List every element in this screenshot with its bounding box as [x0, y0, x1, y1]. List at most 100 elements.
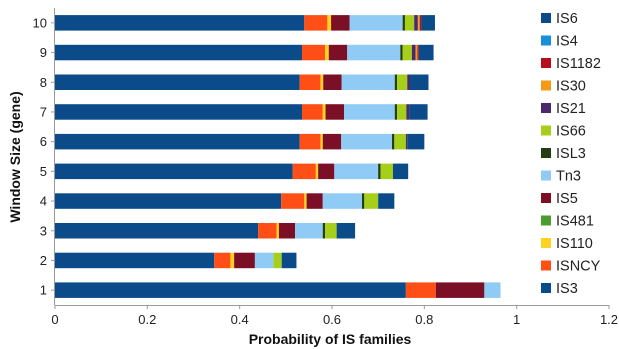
bar-segment-is3-window-8 — [55, 74, 300, 90]
legend-swatch-is21 — [541, 103, 551, 113]
bar-segment-is6-window-6 — [407, 133, 425, 150]
bar-segment-tn3-window-8 — [341, 74, 395, 90]
bar-segment-is110-window-10 — [327, 15, 332, 31]
bar-segment-is5-window-9 — [328, 44, 348, 61]
legend-swatch-is30 — [541, 80, 551, 91]
legend-swatch-is4 — [541, 35, 551, 46]
legend-label-is481: IS481 — [556, 214, 594, 230]
x-tick-label: 0.8 — [415, 312, 433, 327]
bar-segment-isl3-window-10 — [402, 15, 405, 31]
bar-segment-is110-window-6 — [320, 133, 323, 150]
bar-segment-is110-window-2 — [230, 252, 235, 269]
bar-segment-is21-window-9 — [411, 44, 416, 61]
legend-label-tn3: Tn3 — [556, 169, 581, 185]
bar-segment-is5-window-4 — [306, 193, 323, 209]
legend-swatch-is5 — [541, 193, 551, 203]
y-tick-label: 1 — [40, 283, 47, 298]
bar-segment-is21-window-10 — [414, 15, 418, 31]
bar-segment-is66-window-7 — [397, 104, 407, 120]
bar-segment-isncy-window-10 — [304, 15, 328, 31]
bar-segment-tn3-window-6 — [341, 133, 393, 150]
legend-swatch-is110 — [541, 238, 551, 248]
bar-segment-is3-window-10 — [55, 15, 305, 31]
y-tick-label: 6 — [40, 134, 47, 149]
bar-segment-isncy-window-5 — [292, 163, 316, 180]
bar-segment-is110-window-4 — [304, 193, 307, 209]
bar-segment-is6-window-2 — [281, 252, 297, 269]
bar-segment-is3-window-4 — [55, 193, 282, 209]
x-axis-title: Probability of IS families — [249, 331, 412, 347]
legend-swatch-isl3 — [541, 148, 551, 158]
bar-segment-isncy-window-8 — [299, 74, 321, 90]
bar-segment-is66-window-4 — [364, 193, 379, 209]
legend-label-is1182: IS1182 — [556, 56, 601, 72]
bar-segment-is6-window-10 — [421, 15, 435, 31]
y-tick-label: 8 — [40, 75, 47, 90]
legend-label-is21: IS21 — [556, 101, 586, 117]
bar-segment-tn3-window-9 — [347, 44, 401, 61]
bar-segment-tn3-window-4 — [322, 193, 363, 209]
bar-segment-isl3-window-6 — [392, 133, 395, 150]
bar-segment-isncy-window-6 — [299, 133, 321, 150]
x-tick-label: 1.2 — [600, 312, 618, 327]
bar-segment-isl3-window-4 — [362, 193, 365, 209]
x-tick-labels: 0 0.2 0.4 0.6 0.8 1 1.2 — [51, 305, 618, 327]
bar-segment-is6-window-9 — [418, 44, 434, 61]
bar-segment-is30-window-10 — [417, 15, 420, 31]
y-tick-labels: 1 2 3 4 5 6 7 8 9 10 — [33, 15, 55, 298]
bar-segment-is3-window-6 — [55, 133, 300, 150]
bar-segment-isl3-window-5 — [378, 163, 381, 180]
bar-segment-is5-window-7 — [325, 104, 345, 120]
legend-swatch-is6 — [541, 13, 551, 23]
bar-segment-is1182-window-10 — [419, 15, 422, 31]
bar-segment-is66-window-10 — [404, 15, 415, 31]
legend-label-is4: IS4 — [556, 34, 578, 50]
legend-label-is30: IS30 — [556, 79, 586, 95]
bar-segment-is3-window-1 — [55, 282, 406, 298]
bar-segment-isncy-window-9 — [301, 44, 326, 61]
bar-segment-isncy-window-3 — [258, 223, 277, 239]
bar-segment-is21-window-8 — [407, 74, 411, 90]
legend: IS6 IS4 IS1182 IS30 IS21 IS66 ISL3 Tn3 IS5 IS481 I… — [541, 11, 601, 297]
x-tick-label: 1 — [513, 312, 520, 327]
bar-segment-tn3-window-7 — [344, 104, 395, 120]
bar-segment-is3-window-9 — [55, 44, 302, 61]
legend-label-is6: IS6 — [556, 11, 578, 27]
y-tick-label: 3 — [40, 223, 47, 238]
bar-segment-is1182-window-9 — [417, 44, 419, 61]
bar-segment-is110-window-9 — [325, 44, 329, 61]
legend-label-isl3: ISL3 — [556, 146, 586, 162]
bar-segment-is66-window-6 — [394, 133, 406, 150]
bar-segment-is3-window-7 — [55, 104, 302, 120]
x-tick-label: 0.4 — [231, 312, 249, 327]
bar-segment-is5-window-2 — [234, 252, 255, 269]
bar-segment-isncy-window-1 — [405, 282, 436, 298]
bar-segment-is6-window-7 — [409, 104, 428, 120]
bar-segment-is6-window-4 — [378, 193, 395, 209]
x-tick-label: 0.6 — [323, 312, 341, 327]
bar-segment-is5-window-6 — [322, 133, 342, 150]
bar-segment-tn3-window-5 — [334, 163, 379, 180]
bar-segment-is66-window-2 — [273, 252, 282, 269]
bar-segment-is5-window-5 — [318, 163, 335, 180]
legend-label-is110: IS110 — [556, 236, 593, 252]
bar-segment-is5-window-3 — [278, 223, 296, 239]
legend-swatch-is481 — [541, 215, 551, 226]
y-tick-label: 5 — [40, 164, 47, 179]
bar-segment-is110-window-5 — [315, 163, 319, 180]
y-tick-label: 9 — [40, 45, 47, 60]
bar-segment-isncy-window-4 — [281, 193, 305, 209]
bar-segment-is21-window-6 — [405, 133, 408, 150]
bar-segment-isl3-window-3 — [322, 223, 326, 239]
bar-segment-isl3-window-8 — [394, 74, 398, 90]
legend-label-isncy: ISNCY — [556, 259, 601, 275]
x-tick-label: 0 — [51, 312, 58, 327]
bar-segment-is66-window-3 — [325, 223, 337, 239]
bar-segment-tn3-window-10 — [349, 15, 403, 31]
bar-segment-tn3-window-3 — [295, 223, 323, 239]
legend-label-is66: IS66 — [556, 124, 586, 140]
bar-segment-is5-window-1 — [435, 282, 485, 298]
bar-segment-is3-window-5 — [55, 163, 293, 180]
legend-swatch-isncy — [541, 260, 551, 271]
